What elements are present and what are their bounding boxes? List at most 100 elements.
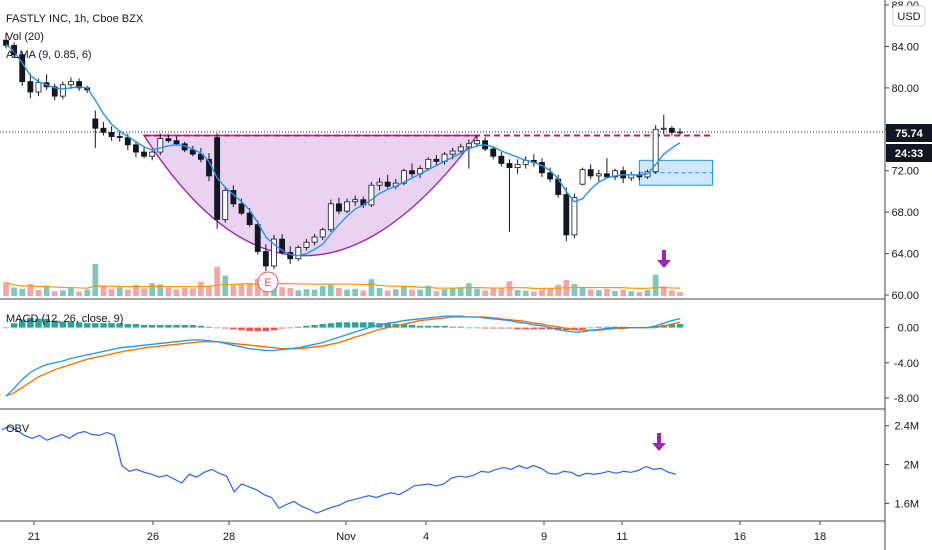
candle — [141, 151, 147, 157]
volume-bar — [60, 290, 66, 296]
volume-bar — [352, 288, 359, 296]
candle — [571, 197, 578, 236]
macd-histogram-bar — [140, 324, 148, 328]
candle — [660, 127, 667, 130]
volume-bar — [644, 290, 651, 296]
volume-bar — [116, 287, 123, 296]
macd-histogram-bar — [213, 327, 221, 329]
macd-histogram-bar — [132, 324, 140, 328]
currency-label: USD — [897, 11, 920, 23]
macd-histogram-bar — [222, 327, 229, 329]
candle — [490, 148, 497, 157]
candle — [262, 251, 269, 267]
volume-bar — [425, 285, 432, 296]
macd-histogram-bar — [18, 319, 26, 328]
volume-bar — [51, 291, 58, 296]
obv-pane[interactable] — [1, 425, 677, 514]
macd-histogram-bar — [148, 324, 156, 328]
macd-histogram-bar — [124, 324, 132, 328]
volume-bar — [76, 291, 82, 296]
macd-histogram-bar — [189, 324, 197, 328]
macd-histogram-bar — [360, 322, 367, 328]
volume-bar — [669, 290, 675, 296]
candle — [336, 203, 342, 212]
volume-bar — [19, 288, 26, 296]
earnings-icon[interactable] — [257, 271, 279, 293]
signal-line — [5, 316, 681, 397]
volume-bar — [474, 288, 480, 296]
time-axis-label: 4 — [423, 531, 429, 543]
candle — [457, 146, 464, 152]
obv-axis-label: 2M — [904, 460, 919, 472]
candle — [344, 201, 350, 212]
macd-histogram-bar — [43, 318, 50, 328]
volume-bar — [133, 284, 139, 296]
volume-bar — [303, 289, 310, 296]
volume-bar — [579, 287, 586, 296]
candle — [425, 158, 432, 170]
obv-axis-label: 2.4M — [895, 421, 919, 433]
price-pane[interactable]: E — [0, 32, 885, 296]
volume-bar — [27, 284, 34, 296]
candle — [279, 238, 286, 253]
currency-button[interactable] — [892, 5, 926, 27]
countdown-badge — [886, 144, 932, 162]
macd-histogram-bar — [303, 325, 310, 328]
volume-bar — [660, 286, 667, 296]
obv-axis-label: 1.6M — [895, 498, 919, 510]
macd-histogram-bar — [522, 327, 529, 330]
macd-histogram-bar — [400, 324, 408, 328]
candle — [124, 137, 131, 146]
candle — [189, 149, 196, 155]
symbol-title[interactable]: FASTLY INC, 1h, Cboe BZX — [6, 13, 144, 25]
macd-histogram-bar — [481, 327, 489, 329]
macd-histogram-bar — [311, 324, 318, 328]
volume-bar — [141, 288, 147, 296]
candle — [327, 203, 334, 231]
macd-axis-label: -4.00 — [894, 358, 919, 370]
volume-bar — [433, 291, 440, 296]
volume-ma-line — [5, 281, 681, 290]
candle — [27, 81, 34, 93]
volume-bar — [417, 289, 423, 296]
candle — [368, 184, 375, 206]
candle — [92, 118, 99, 129]
volume-bar — [92, 264, 99, 296]
volume-bar — [587, 289, 594, 296]
macd-histogram-bar — [530, 327, 538, 330]
macd-pane[interactable] — [2, 315, 684, 397]
macd-histogram-bar — [327, 323, 335, 328]
macd-histogram-bar — [270, 327, 278, 331]
candle — [303, 241, 310, 248]
alma-indicator-label[interactable]: ALMA (9, 0.85, 6) — [6, 49, 92, 61]
macd-histogram-bar — [465, 327, 473, 329]
volume-indicator-label[interactable]: Vol (20) — [6, 31, 44, 43]
candle — [173, 140, 180, 145]
macd-histogram-bar — [416, 325, 424, 328]
earnings-marker-label: E — [264, 277, 271, 289]
time-axis-label: Nov — [336, 531, 356, 543]
macd-histogram-bar — [368, 322, 375, 328]
macd-histogram-bar — [108, 323, 115, 328]
macd-histogram-bar — [165, 324, 172, 328]
candle — [514, 164, 521, 169]
macd-histogram-bar — [197, 325, 205, 328]
volume-bar — [11, 287, 17, 296]
cup-pattern — [142, 134, 479, 257]
candle — [295, 246, 302, 260]
volume-bar — [230, 285, 237, 296]
volume-bar — [604, 288, 610, 296]
candle — [108, 131, 115, 137]
volume-bar — [595, 290, 602, 296]
macd-indicator-label[interactable]: MACD (12, 26, close, 9) — [6, 313, 123, 325]
candle — [449, 150, 456, 155]
candle — [165, 138, 172, 142]
volume-bar — [68, 288, 74, 296]
macd-histogram-bar — [2, 327, 10, 329]
obv-indicator-label[interactable]: OBV — [6, 423, 30, 435]
volume-bar — [254, 278, 261, 296]
alma-line — [5, 43, 681, 257]
volume-bar — [3, 282, 9, 296]
macd-histogram-bar — [230, 327, 237, 330]
